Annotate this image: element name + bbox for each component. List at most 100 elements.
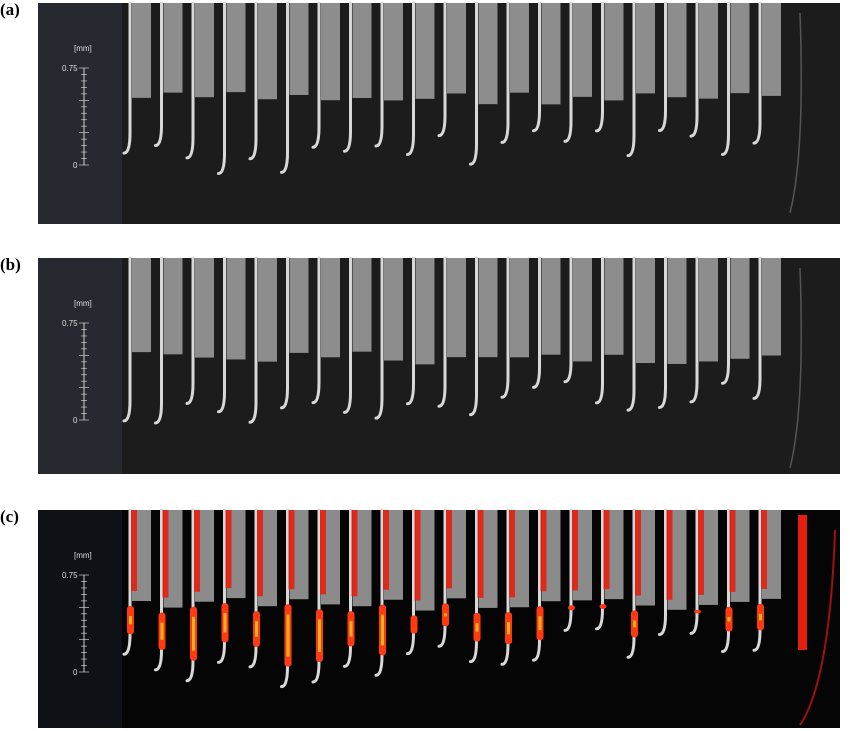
fiber-body (762, 3, 781, 96)
fiber-body (636, 258, 655, 364)
red-core (475, 622, 479, 632)
fiber-line (311, 256, 321, 405)
red-overlay (320, 510, 326, 595)
panel: (c) [mm] 0.75 0 (0, 507, 840, 728)
red-overlay (257, 510, 263, 597)
scale-unit: [mm] (74, 551, 92, 560)
panel: (a) [mm] 0.75 0 (0, 0, 840, 224)
fiber-line (248, 256, 258, 424)
fiber-body (573, 258, 592, 362)
fiber-body (762, 258, 781, 356)
fiber-line (122, 256, 132, 423)
fiber-line (595, 1, 604, 133)
fiber-line (658, 256, 667, 409)
red-fiber (798, 515, 807, 650)
fiber-line (469, 256, 478, 417)
red-core (381, 614, 384, 646)
fiber-line (154, 256, 163, 425)
red-core (255, 621, 258, 637)
panel: (b) [mm] 0.75 0 (0, 255, 840, 474)
fiber-body (604, 3, 624, 101)
fiber-body (699, 3, 718, 99)
red-overlay (162, 510, 169, 598)
scale-max: 0.75 (62, 64, 78, 73)
fiber-body (447, 3, 466, 94)
fiber-line (122, 508, 132, 656)
fiber-line (721, 1, 730, 156)
red-tip (410, 615, 418, 634)
fiber-line (154, 508, 163, 672)
fiber-line (532, 1, 541, 133)
red-core (192, 616, 195, 651)
red-overlay (698, 510, 704, 595)
fiber-line (469, 508, 478, 664)
fiber-line (689, 256, 699, 404)
fiber-line (217, 1, 226, 176)
fiber-line (122, 1, 132, 155)
fiber-line (752, 256, 762, 400)
fiber-line (500, 1, 510, 144)
scale-min: 0 (73, 161, 78, 170)
fiber-line (689, 1, 699, 138)
fiber-body (195, 258, 214, 358)
fiber-line (626, 1, 636, 158)
fiber-body (195, 3, 214, 98)
fiber-line (311, 1, 321, 149)
fiber-body (541, 258, 561, 355)
fiber-line (563, 256, 573, 384)
fiber-line (721, 256, 730, 385)
fiber-line (689, 508, 699, 635)
fiber-body (352, 258, 372, 352)
fiber-line (217, 256, 226, 414)
fiber-line (626, 256, 636, 412)
fiber-body (510, 258, 529, 358)
fiber-line (500, 508, 510, 666)
fiber-line (374, 1, 384, 148)
fiber-line (248, 1, 258, 161)
fiber-line (752, 1, 762, 145)
fiber-line (374, 508, 384, 677)
red-core (223, 613, 227, 633)
scale-strip (38, 510, 122, 728)
red-core (129, 616, 132, 625)
fiber-line (343, 256, 352, 414)
fiber-body (447, 258, 466, 358)
red-tip (568, 605, 575, 611)
fiber-body (132, 258, 151, 353)
fiber-body (226, 258, 246, 360)
panel-label: (a) (0, 0, 20, 19)
fiber-body (384, 3, 403, 101)
fiber-line (437, 1, 447, 138)
fiber-line (563, 1, 573, 143)
red-core (318, 619, 321, 653)
fiber-body (321, 3, 340, 101)
fiber-line (658, 1, 667, 133)
scale-unit: [mm] (74, 299, 92, 308)
red-overlay (383, 510, 389, 590)
fiber-body (132, 3, 151, 98)
red-core (759, 613, 762, 621)
fiber-body (384, 258, 403, 361)
fiber-body (163, 3, 183, 93)
red-core (633, 620, 636, 628)
red-overlay (414, 510, 421, 601)
fiber-line (437, 256, 447, 408)
fiber-body (352, 3, 372, 98)
fiber-line (406, 1, 415, 156)
fiber-body (226, 3, 246, 93)
fiber-line (374, 256, 384, 420)
fiber-line (217, 508, 226, 664)
fiber-body (667, 3, 687, 98)
red-overlay (446, 510, 452, 589)
red-overlay (477, 510, 484, 598)
red-overlay (225, 510, 232, 589)
fiber-body (730, 258, 750, 359)
fiber-body (415, 3, 435, 99)
red-overlay (572, 510, 578, 591)
fiber-line (500, 256, 510, 399)
red-overlay (351, 510, 358, 597)
red-core (507, 622, 510, 635)
scale-min: 0 (73, 668, 78, 677)
red-overlay (635, 510, 641, 596)
